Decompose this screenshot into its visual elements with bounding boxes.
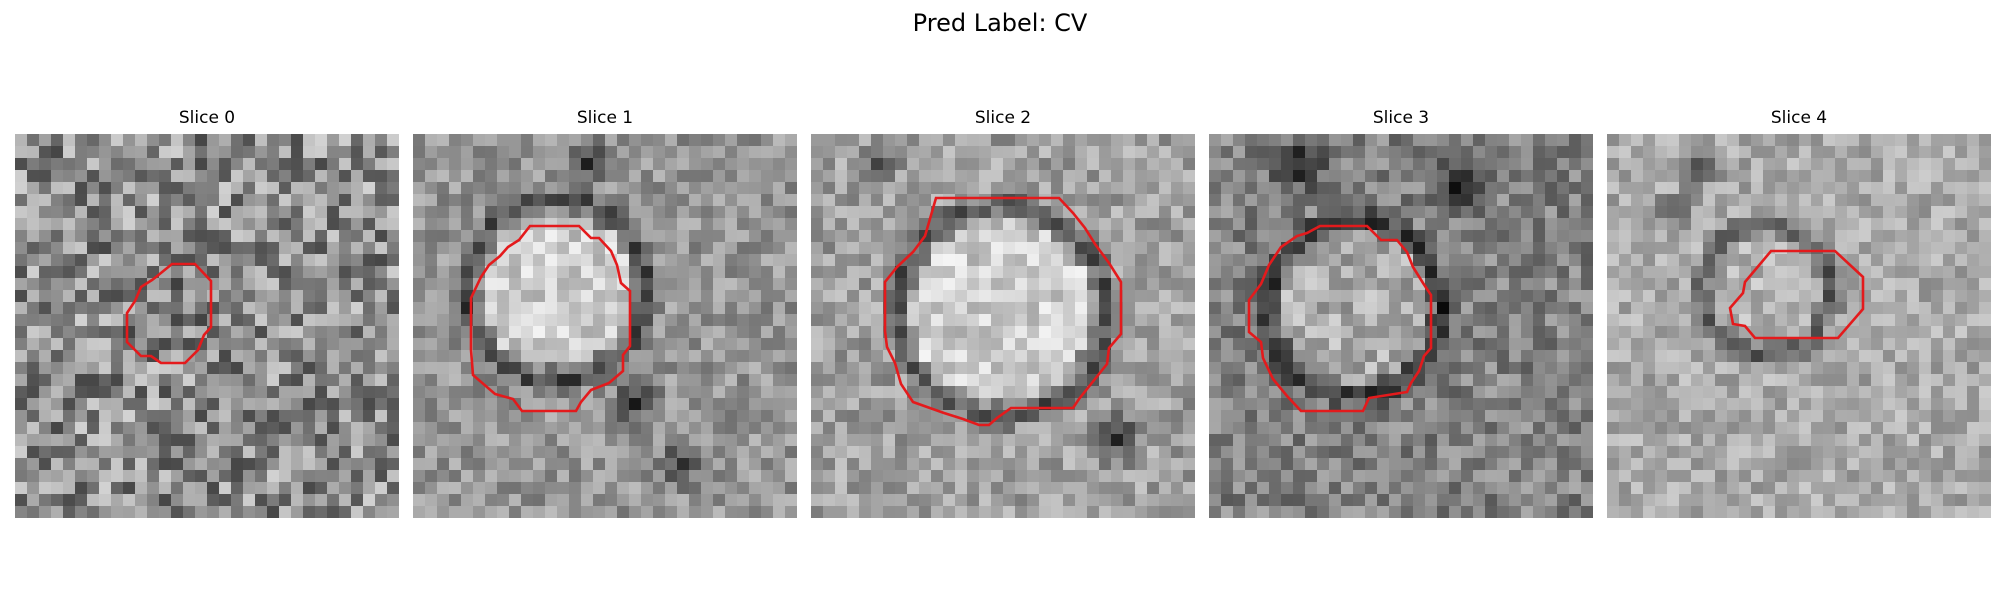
figure-title: Pred Label: CV <box>912 9 1088 37</box>
slice-4-grayscale-image <box>1607 134 1991 518</box>
slice-title-4: Slice 4 <box>1770 108 1828 128</box>
slice-image-1 <box>413 134 797 518</box>
slice-1-contour <box>469 224 632 413</box>
slice-0-contour-outline <box>125 262 213 365</box>
slice-title-0: Slice 0 <box>178 108 236 128</box>
slice-image-0 <box>15 134 399 518</box>
slice-panel-1: Slice 1 <box>413 108 797 518</box>
slice-2-contour <box>883 196 1123 427</box>
slice-3-contour <box>1247 224 1433 413</box>
slice-3-contour-outline <box>1247 224 1433 413</box>
slice-0-grayscale-image <box>15 134 399 518</box>
slice-1-contour-outline <box>469 224 632 413</box>
slice-panel-4: Slice 4 <box>1607 108 1991 518</box>
slice-4-contour <box>1728 249 1865 340</box>
slice-title-2: Slice 2 <box>974 108 1032 128</box>
slice-image-4 <box>1607 134 1991 518</box>
slice-panel-2: Slice 2 <box>811 108 1195 518</box>
slice-panel-0: Slice 0 <box>15 108 399 518</box>
slice-image-2 <box>811 134 1195 518</box>
slice-3-grayscale-image <box>1209 134 1593 518</box>
slice-2-contour-outline <box>883 196 1123 427</box>
slice-image-3 <box>1209 134 1593 518</box>
slice-title-3: Slice 3 <box>1372 108 1430 128</box>
slice-title-1: Slice 1 <box>576 108 634 128</box>
slice-1-grayscale-image <box>413 134 797 518</box>
slice-panel-3: Slice 3 <box>1209 108 1593 518</box>
slice-0-contour <box>125 262 213 365</box>
slice-4-contour-outline <box>1728 249 1865 340</box>
